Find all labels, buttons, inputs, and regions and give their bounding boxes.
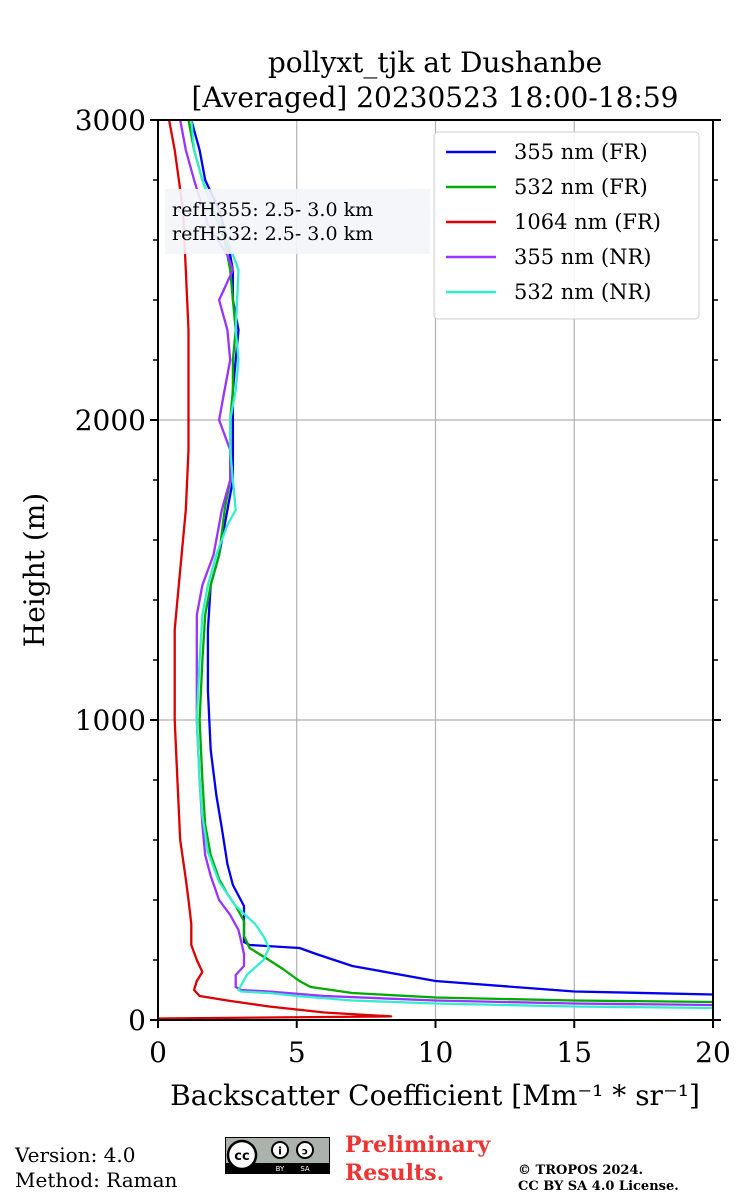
series-line-532-nm-fr-: [187, 119, 714, 1004]
legend-label: 355 nm (FR): [514, 140, 648, 164]
annotation-refh532: refH532: 2.5- 3.0 km: [172, 223, 373, 245]
method-label: Method: Raman: [15, 1168, 178, 1192]
svg-text:i: i: [278, 1145, 282, 1158]
y-tick-label: 3000: [75, 104, 146, 137]
x-tick-label: 5: [288, 1036, 306, 1069]
legend-label: 532 nm (NR): [514, 280, 651, 304]
y-tick-label: 0: [128, 1004, 146, 1037]
preliminary-line-1: Preliminary: [345, 1132, 491, 1158]
svg-text:ↄ: ↄ: [302, 1147, 308, 1158]
copyright-notice: © TROPOS 2024. CC BY SA 4.0 License.: [518, 1163, 679, 1195]
version-label: Version: 4.0: [15, 1143, 136, 1167]
chart-title: pollyxt_tjk at Dushanbe: [268, 46, 602, 79]
y-tick-label: 1000: [75, 704, 146, 737]
y-tick-label: 2000: [75, 404, 146, 437]
x-tick-label: 10: [418, 1036, 454, 1069]
preliminary-results-notice: Preliminary Results.: [345, 1131, 490, 1187]
svg-text:BY: BY: [276, 1165, 285, 1173]
preliminary-line-2: Results.: [345, 1160, 445, 1186]
cc-by-sa-logo: cc i ↄ BY SA: [225, 1137, 330, 1174]
legend-box: [433, 131, 700, 320]
legend: 355 nm (FR) 532 nm (FR) 1064 nm (FR) 355 nm…: [433, 131, 700, 320]
x-tick-label: 15: [556, 1036, 592, 1069]
copyright-line-1: © TROPOS 2024.: [518, 1163, 644, 1178]
x-axis-label: Backscatter Coefficient [Mm⁻¹ * sr⁻¹]: [170, 1079, 700, 1112]
series-line-532-nm-nr-: [190, 119, 714, 1010]
y-axis-label: Height (m): [18, 493, 51, 647]
x-tick-label: 20: [695, 1036, 731, 1069]
copyright-line-2: CC BY SA 4.0 License.: [518, 1179, 679, 1194]
series-line-355-nm-nr-: [179, 119, 714, 1007]
legend-label: 532 nm (FR): [514, 175, 648, 199]
chart-subtitle: [Averaged] 20230523 18:00-18:59: [192, 81, 679, 114]
legend-label: 355 nm (NR): [514, 245, 651, 269]
series-line-1064-nm-fr-: [157, 119, 393, 1020]
legend-label: 1064 nm (FR): [514, 210, 661, 234]
svg-text:cc: cc: [234, 1149, 249, 1164]
annotation-refh355: refH355: 2.5- 3.0 km: [172, 199, 373, 221]
version-method-info: Version: 4.0 Method: Raman: [15, 1143, 177, 1193]
reference-height-annotation: refH355: 2.5- 3.0 km refH532: 2.5- 3.0 k…: [165, 189, 430, 254]
series-line-355-nm-fr-: [190, 119, 714, 996]
svg-text:SA: SA: [300, 1165, 310, 1173]
x-tick-label: 0: [149, 1036, 167, 1069]
